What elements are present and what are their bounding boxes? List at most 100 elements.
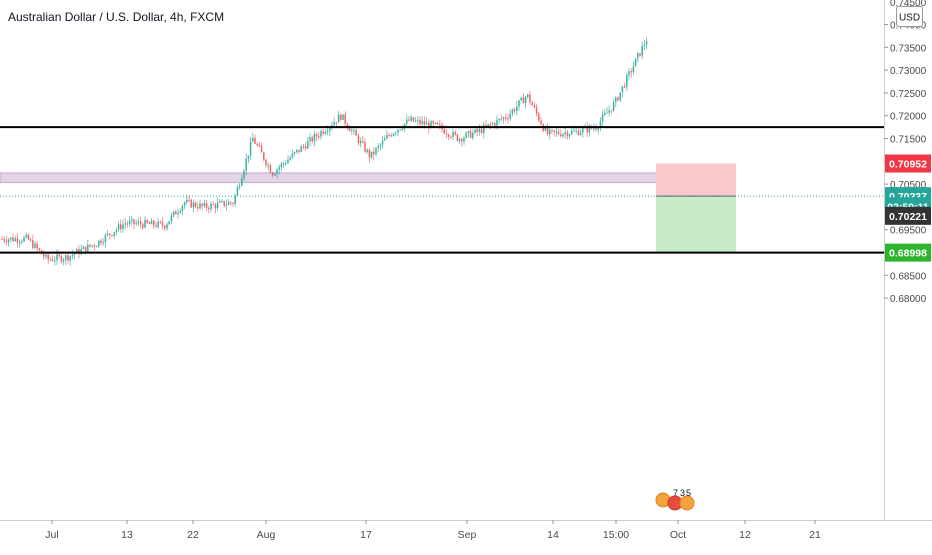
price-label-text: 0.70952 xyxy=(889,159,927,171)
candle-body xyxy=(80,248,82,255)
time-tick-label: 13 xyxy=(121,529,133,541)
candle-body xyxy=(496,119,498,126)
candle-body xyxy=(150,220,153,225)
candle-body xyxy=(148,222,151,225)
stop-loss-zone[interactable] xyxy=(656,163,736,197)
candle-body xyxy=(575,130,577,132)
candle-body xyxy=(419,119,421,124)
candle-body xyxy=(223,200,225,206)
candle-body xyxy=(238,185,241,188)
candle-body xyxy=(637,53,639,59)
candle-body xyxy=(524,97,527,104)
chart-title: Australian Dollar / U.S. Dollar, 4h, FXC… xyxy=(8,10,224,24)
candle-body xyxy=(469,131,472,138)
candle-body xyxy=(439,124,441,126)
candle-body xyxy=(414,120,417,122)
candle-body xyxy=(192,202,195,208)
candle-body xyxy=(71,254,74,256)
candle-body xyxy=(630,71,632,73)
candle-body xyxy=(531,102,533,106)
candle-body xyxy=(544,127,547,131)
candle-body xyxy=(269,165,272,173)
resistance-zone[interactable] xyxy=(0,172,692,184)
candle-body xyxy=(225,204,228,206)
candle-body xyxy=(100,240,102,244)
candle-body xyxy=(335,122,338,124)
candle-body xyxy=(25,234,27,238)
candle-body xyxy=(533,105,536,108)
candle-body xyxy=(375,148,377,155)
time-tick-label: Aug xyxy=(257,529,276,541)
candle-body xyxy=(450,136,452,138)
candle-body xyxy=(113,232,115,236)
candle-body xyxy=(348,127,351,132)
candle-body xyxy=(601,114,604,122)
candle-body xyxy=(564,132,566,134)
candle-body xyxy=(109,233,111,235)
candle-body xyxy=(201,203,203,206)
economic-events-badge[interactable]: 7 3 5 xyxy=(655,488,695,511)
candle-body xyxy=(291,153,294,158)
candle-body xyxy=(126,223,129,225)
candle-body xyxy=(626,75,628,88)
candle-body xyxy=(234,195,236,204)
events-count-a: 7 xyxy=(673,488,678,498)
candle-body xyxy=(381,140,384,145)
candle-body xyxy=(256,143,258,146)
candle-body xyxy=(568,134,571,137)
price-tick-label: 0.68500 xyxy=(890,271,927,282)
candle-body xyxy=(5,240,8,243)
candle-body xyxy=(560,134,562,137)
time-tick-label: 12 xyxy=(739,529,751,541)
candle-body xyxy=(137,221,140,224)
candle-body xyxy=(340,114,342,120)
candle-body xyxy=(260,146,263,153)
candle-body xyxy=(243,170,245,179)
candle-body xyxy=(43,254,45,257)
candle-body xyxy=(54,260,56,262)
candle-body xyxy=(315,134,318,137)
candle-body xyxy=(520,97,522,101)
candle-body xyxy=(432,121,434,124)
candle-body xyxy=(194,202,197,207)
currency-button[interactable]: USD xyxy=(896,6,923,27)
candle-body xyxy=(641,45,643,56)
candle-body xyxy=(186,199,188,203)
candle-body xyxy=(639,53,641,56)
take-profit-zone[interactable] xyxy=(656,196,736,253)
candle-body xyxy=(386,135,388,139)
candle-body xyxy=(115,229,118,233)
candle-body xyxy=(122,224,124,230)
candle-body xyxy=(278,167,280,170)
candle-body xyxy=(366,149,368,152)
candle-body xyxy=(157,221,159,227)
candle-body xyxy=(489,124,492,126)
candle-body xyxy=(461,139,463,142)
candle-body xyxy=(597,128,599,130)
candle-body xyxy=(10,237,12,240)
candle-body xyxy=(12,237,14,242)
candle-body xyxy=(146,220,148,223)
candle-body xyxy=(628,71,630,76)
candle-body xyxy=(518,100,520,107)
candle-body xyxy=(106,233,109,235)
candle-body xyxy=(606,112,608,114)
candle-body xyxy=(566,132,569,137)
candle-body xyxy=(128,220,131,224)
price-tick-label: 0.73000 xyxy=(890,66,927,77)
candle-body xyxy=(139,221,142,225)
candle-body xyxy=(582,128,584,133)
candle-body xyxy=(210,203,212,210)
candle-body xyxy=(599,121,602,129)
events-count-b: 3 xyxy=(680,488,685,498)
time-tick-label: 21 xyxy=(809,529,821,541)
candle-body xyxy=(425,122,428,125)
candle-body xyxy=(485,125,487,127)
candle-body xyxy=(329,126,331,131)
candle-body xyxy=(3,238,5,241)
price-tick-label: 0.72500 xyxy=(890,89,927,100)
candle-body xyxy=(247,155,250,159)
candle-body xyxy=(254,137,256,144)
